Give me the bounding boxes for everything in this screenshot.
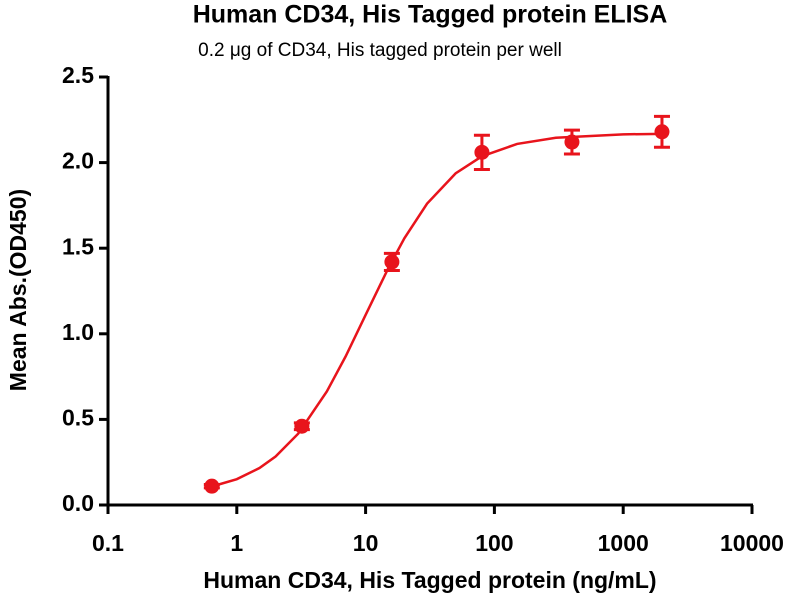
x-axis-label: Human CD34, His Tagged protein (ng/mL) (203, 567, 656, 593)
x-tick-label: 10 (353, 530, 379, 556)
x-tick-label: 1000 (598, 530, 649, 556)
data-point (474, 144, 490, 160)
y-tick-label: 1.0 (62, 319, 94, 345)
y-tick-label: 1.5 (62, 233, 94, 259)
x-tick-label: 100 (475, 530, 513, 556)
x-tick-label: 1 (230, 530, 243, 556)
y-axis-label: Mean Abs.(OD450) (5, 189, 31, 391)
data-point (294, 418, 310, 434)
x-tick-label: 10000 (720, 530, 784, 556)
y-tick-label: 0.0 (62, 490, 94, 516)
data-point (564, 134, 580, 150)
y-tick-label: 2.0 (62, 148, 94, 174)
y-tick-label: 2.5 (62, 62, 94, 88)
x-tick-label: 0.1 (92, 530, 124, 556)
y-tick-label: 0.5 (62, 404, 94, 430)
data-point (384, 254, 400, 270)
chart-subtitle: 0.2 μg of CD34, His tagged protein per w… (198, 40, 562, 61)
data-point (654, 124, 670, 140)
chart-title: Human CD34, His Tagged protein ELISA (193, 1, 668, 29)
data-point (204, 478, 220, 494)
fit-curve (211, 132, 662, 488)
